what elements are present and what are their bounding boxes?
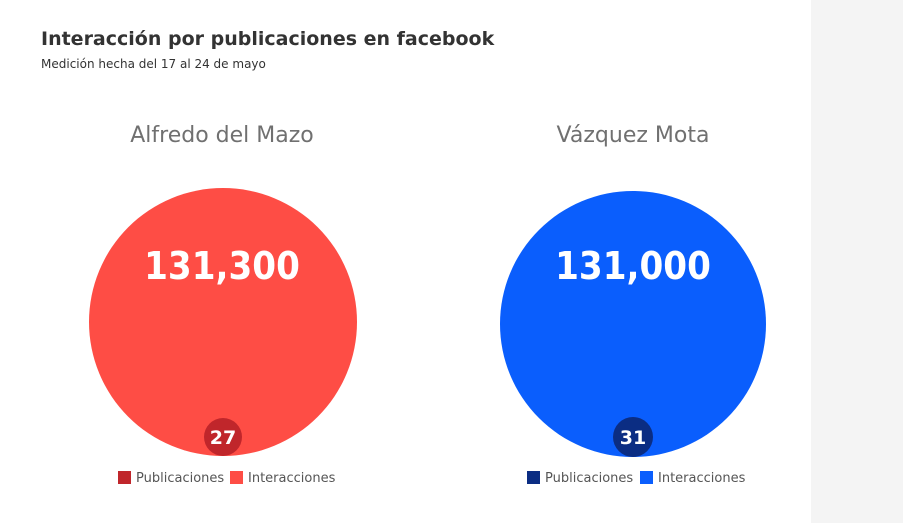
legend-swatch-publicaciones	[527, 471, 540, 484]
panel-title-vazquez: Vázquez Mota	[557, 123, 710, 148]
publicaciones-bubble-vazquez[interactable]	[613, 417, 653, 457]
chart-subtitle: Medición hecha del 17 al 24 de mayo	[41, 57, 266, 71]
interacciones-value-vazquez: 131,000	[555, 244, 711, 288]
panel-alfredo-del-mazo: Alfredo del Mazo 131,300 27 Publicacione…	[89, 123, 357, 486]
publicaciones-bubble-alfredo[interactable]	[204, 418, 242, 456]
legend-vazquez: Publicaciones Interacciones	[527, 471, 746, 486]
legend-label-interacciones[interactable]: Interacciones	[248, 471, 336, 486]
interacciones-value-alfredo: 131,300	[144, 244, 300, 288]
publicaciones-value-vazquez: 31	[620, 427, 646, 449]
publicaciones-value-alfredo: 27	[210, 427, 236, 449]
legend-swatch-publicaciones	[118, 471, 131, 484]
legend-label-interacciones[interactable]: Interacciones	[658, 471, 746, 486]
chart-title: Interacción por publicaciones en faceboo…	[41, 28, 495, 50]
legend-label-publicaciones[interactable]: Publicaciones	[136, 471, 224, 486]
interacciones-bubble-vazquez[interactable]	[500, 191, 766, 457]
panel-title-alfredo: Alfredo del Mazo	[130, 123, 314, 148]
legend-swatch-interacciones	[640, 471, 653, 484]
legend-alfredo: Publicaciones Interacciones	[118, 471, 336, 486]
interacciones-bubble-alfredo[interactable]	[89, 188, 357, 456]
chart-card: Interacción por publicaciones en faceboo…	[0, 0, 811, 523]
legend-label-publicaciones[interactable]: Publicaciones	[545, 471, 633, 486]
legend-swatch-interacciones	[230, 471, 243, 484]
panel-vazquez-mota: Vázquez Mota 131,000 31 Publicaciones In…	[500, 123, 766, 486]
bubble-charts: Alfredo del Mazo 131,300 27 Publicacione…	[89, 123, 766, 486]
